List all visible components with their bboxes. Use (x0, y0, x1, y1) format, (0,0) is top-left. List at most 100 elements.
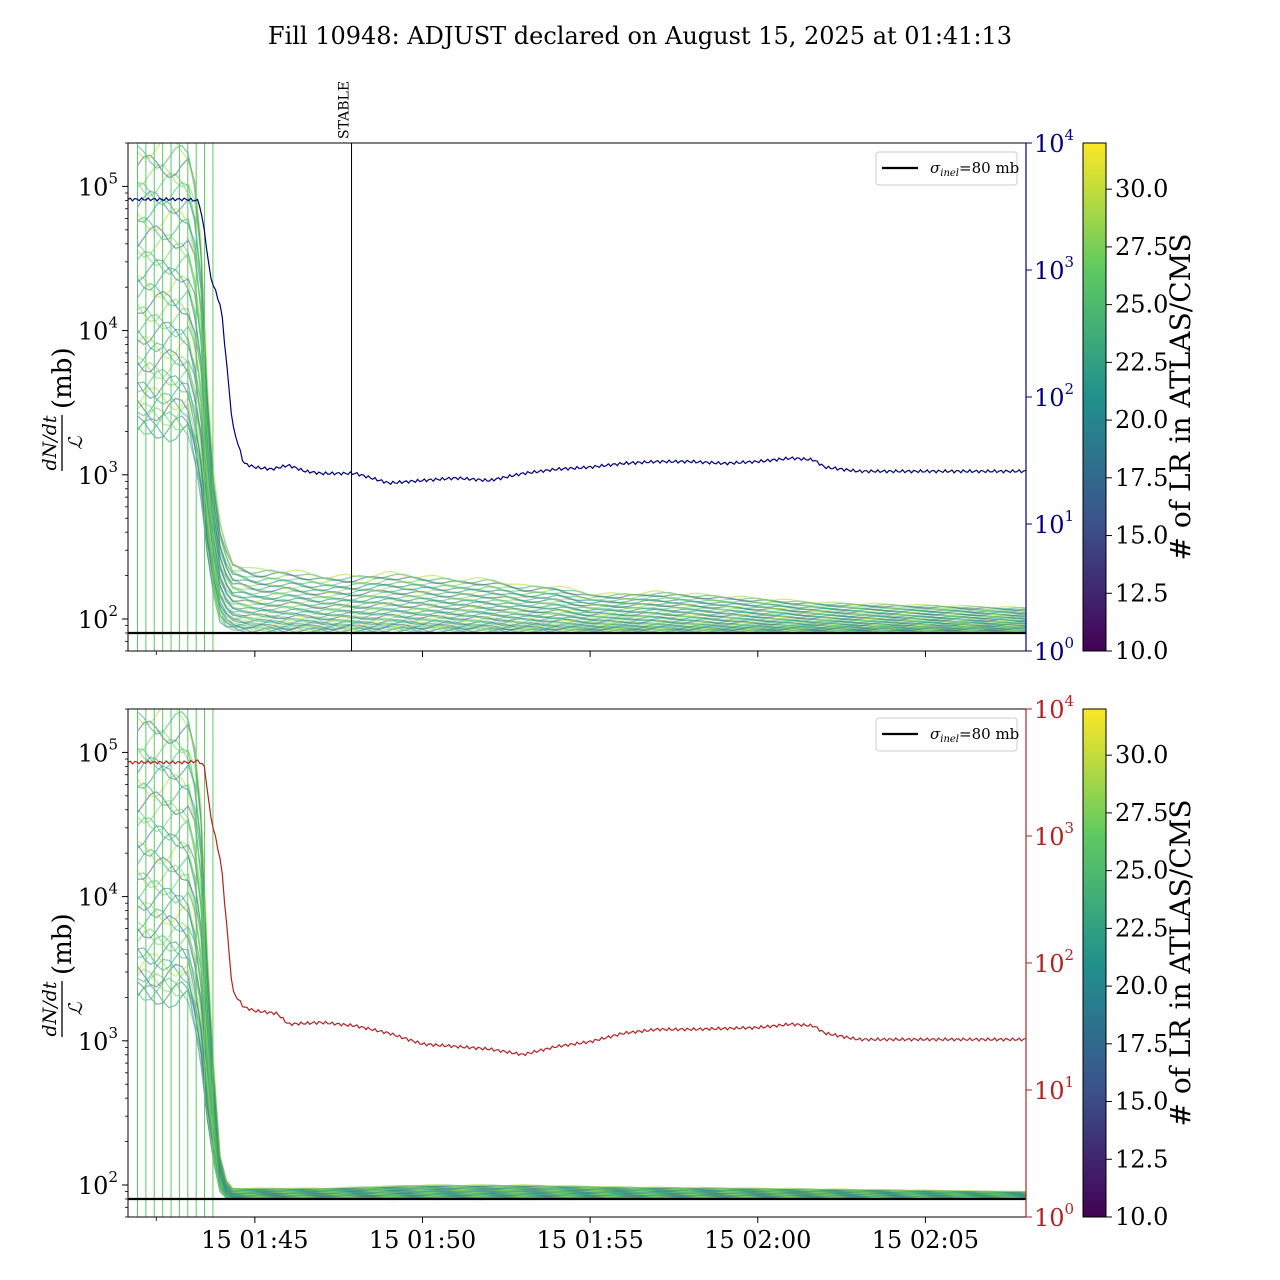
top-lr-trace (137, 274, 1026, 621)
y-tick-base: 10 (78, 173, 109, 201)
top-plot-area (128, 143, 1026, 651)
y-tick-exp: 4 (108, 314, 118, 332)
top-lr-trace (136, 190, 1026, 614)
y-tick-label: 103 (78, 1024, 118, 1056)
bottom-right-series-line (128, 759, 1026, 1057)
x-tick-label: 15 02:05 (872, 1226, 979, 1254)
bot-lr-trace (136, 984, 1026, 1201)
colorbar-tick-label: 27.5 (1115, 799, 1168, 827)
top-axes-frame (127, 142, 1027, 652)
bot-lr-trace (136, 953, 1026, 1200)
right-tick-label: 102 (1034, 380, 1074, 412)
colorbar-tick-label: 30.0 (1115, 175, 1168, 203)
y-tick-label: 104 (78, 314, 118, 346)
bottom-ylabel-denominator: ℒ (65, 1001, 87, 1016)
bot-lr-trace (136, 963, 1026, 1200)
right-tick-exp: 3 (1065, 819, 1075, 837)
bot-lr-trace (136, 817, 1026, 1196)
colorbar-tick-label: 20.0 (1115, 406, 1168, 434)
colorbar-tick-label: 30.0 (1115, 741, 1168, 769)
top-lr-trace (137, 143, 1026, 610)
bottom-axes-frame (127, 708, 1027, 1218)
right-tick-base: 10 (1034, 1204, 1065, 1232)
right-tick-exp: 3 (1065, 253, 1075, 271)
right-tick-exp: 1 (1065, 507, 1075, 525)
bot-lr-trace (137, 921, 1026, 1199)
y-tick-exp: 2 (108, 602, 118, 620)
bottom-legend: σinel=80 mb (875, 717, 1019, 752)
bot-lr-trace (136, 791, 1026, 1195)
top-lr-trace (136, 282, 1026, 622)
y-tick-exp: 3 (108, 1024, 118, 1042)
y-tick-label: 105 (78, 735, 118, 767)
bottom-ylabel-unit: (mb) (48, 913, 78, 975)
top-lr-band (136, 143, 1026, 651)
top-lr-trace (137, 144, 1026, 610)
right-tick-exp: 2 (1065, 946, 1075, 964)
y-tick-label: 104 (78, 880, 118, 912)
right-tick-label: 103 (1034, 253, 1074, 285)
y-tick-base: 10 (78, 739, 109, 767)
top-colorbar: 10.0 12.5 15.0 17.5 20.0 22.5 25.0 27.5 30.0 # o… (1082, 142, 1197, 665)
bot-lr-trace (137, 782, 1026, 1195)
right-tick-base: 10 (1034, 511, 1065, 539)
right-tick-label: 100 (1034, 1200, 1074, 1232)
top-lr-trace (137, 242, 1026, 618)
x-tick-label: 15 01:45 (201, 1226, 308, 1254)
top-ylabel-unit: (mb) (48, 347, 78, 409)
y-tick-base: 10 (78, 1172, 109, 1200)
top-lr-trace (136, 225, 1026, 617)
top-lr-trace (136, 328, 1026, 626)
top-ylabel-denominator: ℒ (65, 435, 87, 450)
bottom-x-axis: 15 01:45 15 01:50 15 01:55 15 02:00 15 02:05 (155, 1217, 979, 1254)
y-tick-label: 102 (78, 1168, 118, 1200)
right-tick-exp: 1 (1065, 1073, 1075, 1091)
bot-lr-trace (137, 710, 1026, 1193)
right-tick-label: 103 (1034, 819, 1074, 851)
bot-lr-trace (136, 756, 1026, 1194)
bottom-ylabel-numerator: dN/dt (39, 981, 61, 1036)
top-lr-trace (137, 233, 1026, 618)
y-tick-exp: 5 (108, 735, 118, 753)
bot-lr-trace (136, 941, 1026, 1199)
bot-lr-trace (137, 840, 1026, 1197)
top-lr-trace (137, 368, 1026, 629)
y-tick-base: 10 (78, 318, 109, 346)
top-legend-label: σinel=80 mb (930, 159, 1019, 179)
colorbar-tick-label: 20.0 (1115, 972, 1168, 1000)
bot-lr-trace (136, 914, 1026, 1199)
right-tick-base: 10 (1034, 384, 1065, 412)
bottom-colorbar: 10.0 12.5 15.0 17.5 20.0 22.5 25.0 27.5 30.0 # o… (1082, 708, 1197, 1231)
colorbar-tick-label: 22.5 (1115, 914, 1168, 942)
right-tick-label: 104 (1034, 126, 1074, 158)
y-tick-base: 10 (78, 606, 109, 634)
bot-lr-trace (136, 894, 1026, 1198)
bot-lr-trace (136, 879, 1026, 1198)
top-lr-trace (136, 362, 1026, 629)
top-lr-trace (137, 355, 1026, 628)
colorbar-tick-label: 25.0 (1115, 857, 1168, 885)
right-tick-base: 10 (1034, 696, 1065, 724)
top-lr-trace (137, 181, 1026, 613)
top-lr-trace (137, 216, 1026, 616)
colorbar-tick-label: 25.0 (1115, 291, 1168, 319)
top-lr-trace (137, 306, 1026, 624)
right-tick-exp: 0 (1065, 634, 1075, 652)
top-legend-box (875, 151, 1018, 186)
top-colorbar-gradient (1082, 142, 1107, 652)
top-colorbar-label: # of LR in ATLAS/CMS (1164, 233, 1197, 560)
bot-lr-trace (136, 848, 1026, 1197)
top-legend: σinel=80 mb (875, 151, 1019, 186)
bot-lr-trace (137, 747, 1026, 1194)
colorbar-tick-label: 22.5 (1115, 348, 1168, 376)
colorbar-tick-label: 17.5 (1115, 464, 1168, 492)
colorbar-tick-label: 12.5 (1115, 1145, 1168, 1173)
top-lr-trace (136, 397, 1026, 632)
bot-lr-trace (137, 872, 1026, 1197)
right-tick-base: 10 (1034, 950, 1065, 978)
right-tick-label: 102 (1034, 946, 1074, 978)
x-tick-label: 15 01:55 (536, 1226, 643, 1254)
